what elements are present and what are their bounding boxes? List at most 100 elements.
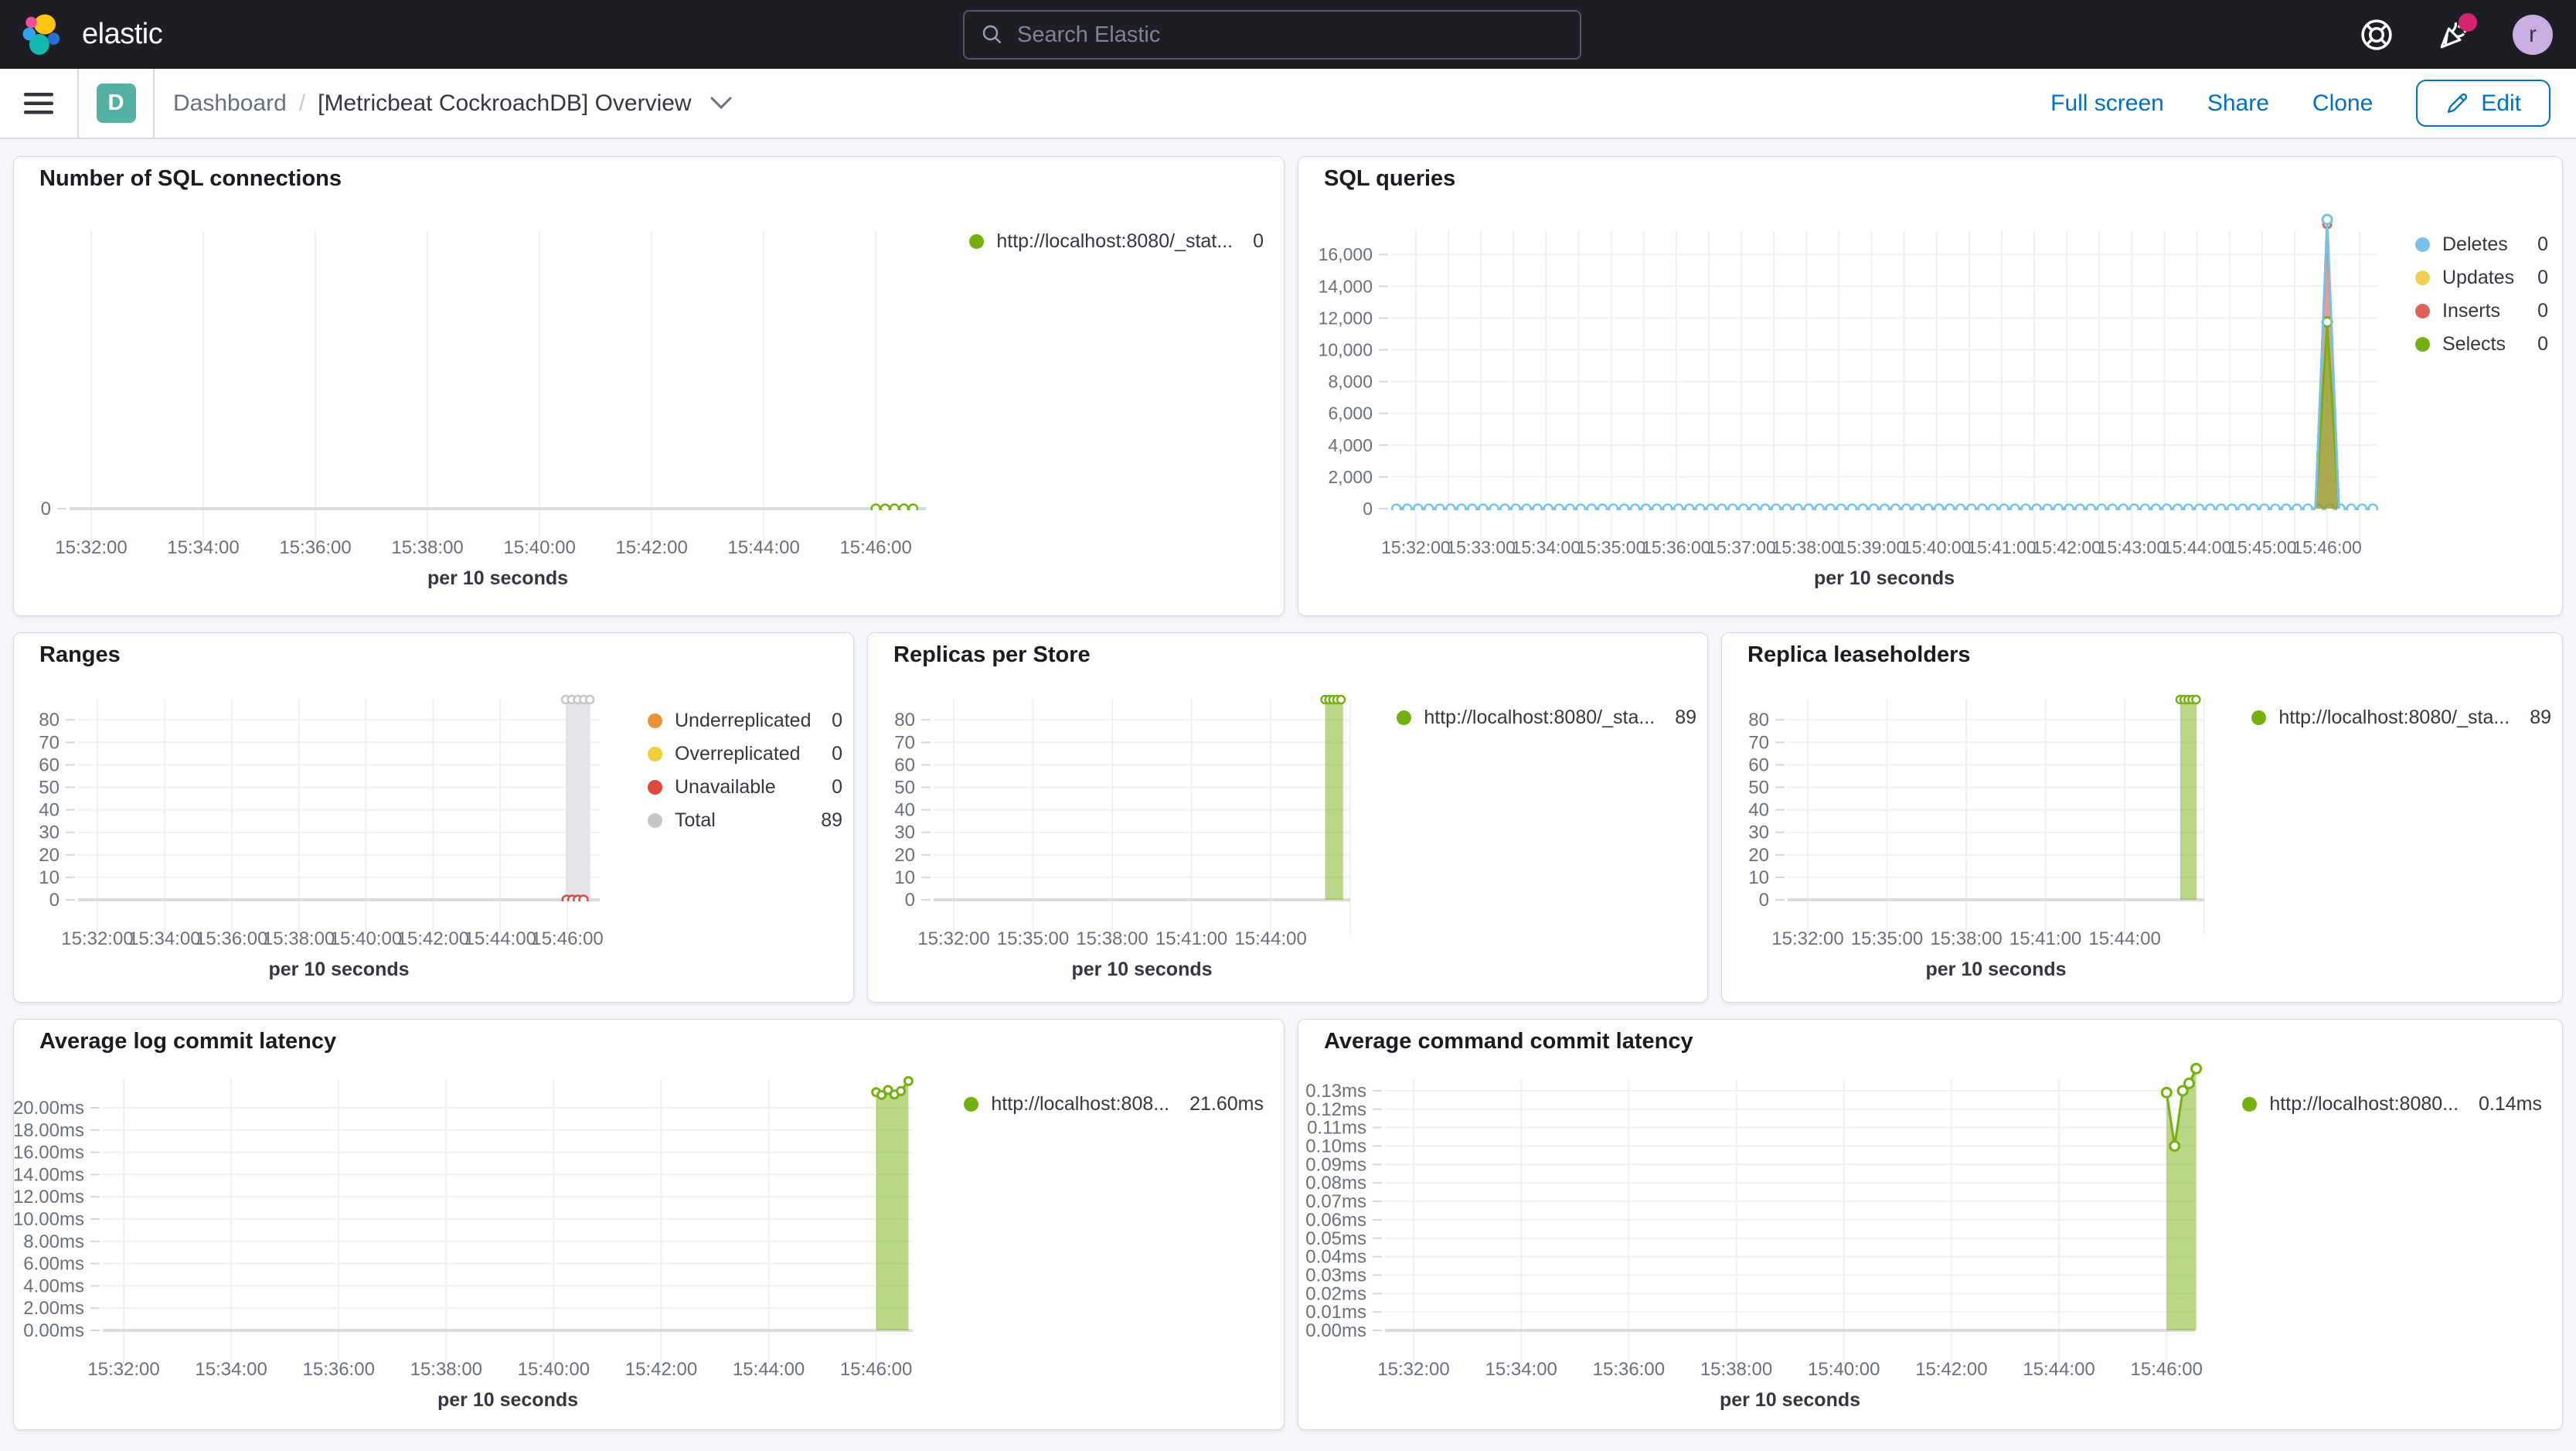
svg-text:15:38:00: 15:38:00: [263, 928, 335, 949]
legend-label: Underreplicated: [675, 710, 812, 731]
svg-text:20.00ms: 20.00ms: [14, 1098, 84, 1119]
svg-text:80: 80: [1748, 710, 1769, 731]
series-color-dot: [648, 780, 662, 795]
legend-value: 89: [821, 809, 842, 831]
svg-text:15:34:00: 15:34:00: [1485, 1359, 1557, 1380]
user-avatar[interactable]: r: [2513, 14, 2553, 55]
clone-button[interactable]: Clone: [2312, 90, 2374, 116]
breadcrumb-dashboard[interactable]: Dashboard: [173, 90, 287, 116]
panel-average-command-commit-latency: Average command commit latency 0.00ms 0.0…: [1298, 1019, 2563, 1430]
share-button[interactable]: Share: [2207, 90, 2269, 116]
toolbar-divider: [153, 69, 155, 138]
svg-text:8,000: 8,000: [1328, 372, 1373, 392]
svg-text:15:32:00: 15:32:00: [1377, 1359, 1449, 1380]
dashboard-grid: Number of SQL connections 0 15:32:00 15:34…: [0, 139, 2576, 1451]
series-color-dot: [648, 813, 662, 828]
elastic-logo[interactable]: elastic: [0, 12, 163, 57]
svg-text:15:36:00: 15:36:00: [1593, 1359, 1665, 1380]
legend-label: http://localhost:8080...: [2269, 1093, 2459, 1115]
legend-item[interactable]: http://localhost:808... 21.60ms: [964, 1088, 1264, 1121]
legend-item[interactable]: http://localhost:8080... 0.14ms: [2242, 1088, 2542, 1121]
svg-text:15:44:00: 15:44:00: [2163, 537, 2232, 557]
svg-text:15:44:00: 15:44:00: [1234, 928, 1306, 949]
svg-text:10.00ms: 10.00ms: [14, 1209, 84, 1230]
svg-text:16.00ms: 16.00ms: [14, 1143, 84, 1163]
legend-item[interactable]: http://localhost:8080/_sta... 89: [2251, 701, 2551, 734]
svg-text:15:38:00: 15:38:00: [1930, 928, 2002, 949]
title-menu-button[interactable]: [710, 97, 732, 110]
svg-text:15:36:00: 15:36:00: [196, 928, 267, 949]
svg-text:12.00ms: 12.00ms: [14, 1187, 84, 1207]
svg-text:16,000: 16,000: [1319, 244, 1373, 264]
chart-ranges[interactable]: 0102030405060708015:32:0015:34:0015:36:0…: [14, 633, 855, 1003]
svg-text:0.00ms: 0.00ms: [1305, 1320, 1366, 1341]
legend-item[interactable]: http://localhost:8080/_stat... 0: [969, 225, 1264, 258]
svg-text:15:40:00: 15:40:00: [330, 928, 402, 949]
news-button[interactable]: [2435, 12, 2477, 53]
edit-button[interactable]: Edit: [2416, 80, 2550, 127]
legend-value: 0: [2537, 267, 2548, 288]
svg-text:4,000: 4,000: [1328, 435, 1373, 455]
chart-sql-queries[interactable]: 0 2,000 4,000 6,000 8,000 10,000 12,000 14,000 1…: [1298, 157, 2564, 617]
svg-text:15:32:00: 15:32:00: [61, 928, 133, 949]
svg-text:50: 50: [894, 778, 915, 799]
edit-button-label: Edit: [2481, 90, 2521, 116]
svg-text:per 10 seconds: per 10 seconds: [427, 567, 568, 589]
svg-text:15:38:00: 15:38:00: [1772, 537, 1842, 557]
menu-button[interactable]: [0, 69, 77, 138]
search-input[interactable]: [1017, 22, 1564, 48]
svg-text:8.00ms: 8.00ms: [23, 1231, 84, 1252]
global-search[interactable]: [963, 10, 1581, 60]
svg-text:15:42:00: 15:42:00: [625, 1359, 697, 1380]
avatar-initial: r: [2529, 21, 2537, 47]
svg-text:12,000: 12,000: [1319, 308, 1373, 328]
legend-label: http://localhost:8080/_sta...: [2278, 707, 2510, 728]
legend-item[interactable]: http://localhost:8080/_sta... 89: [1397, 701, 1696, 734]
svg-text:per 10 seconds: per 10 seconds: [1925, 959, 2066, 980]
legend-value: 0: [2537, 233, 2548, 255]
legend-item[interactable]: Selects 0: [2415, 328, 2548, 361]
svg-text:2,000: 2,000: [1328, 467, 1373, 487]
legend-label: Inserts: [2442, 300, 2501, 322]
global-header: elastic: [0, 0, 2576, 69]
svg-text:0.08ms: 0.08ms: [1305, 1173, 1366, 1194]
legend-label: Deletes: [2442, 233, 2508, 255]
help-button[interactable]: [2358, 16, 2395, 53]
chart-average-command-commit-latency[interactable]: 0.00ms0.01ms0.02ms0.03ms0.04ms0.05ms0.06…: [1298, 1020, 2564, 1431]
svg-text:0.05ms: 0.05ms: [1305, 1228, 1366, 1249]
svg-text:15:46:00: 15:46:00: [840, 1359, 912, 1380]
svg-text:15:45:00: 15:45:00: [2227, 537, 2297, 557]
space-selector[interactable]: D: [79, 69, 153, 138]
svg-text:0.13ms: 0.13ms: [1305, 1081, 1366, 1102]
chart-number-of-sql-connections[interactable]: 015:32:00 15:34:00 15:36:00 15:38:00 15:40:0…: [14, 157, 1285, 617]
legend-item[interactable]: Inserts 0: [2415, 295, 2548, 328]
legend-item[interactable]: Unavailable 0: [648, 771, 842, 804]
svg-text:15:44:00: 15:44:00: [727, 537, 799, 558]
svg-text:50: 50: [1748, 778, 1769, 799]
svg-text:40: 40: [894, 800, 915, 821]
chart-average-log-commit-latency[interactable]: 0.00ms2.00ms4.00ms6.00ms8.00ms10.00ms12.…: [14, 1020, 1285, 1431]
panel-average-log-commit-latency: Average log commit latency 0.00ms 2.00ms 4…: [13, 1019, 1285, 1430]
svg-text:10,000: 10,000: [1319, 340, 1373, 360]
svg-text:per 10 seconds: per 10 seconds: [1720, 1389, 1860, 1411]
space-avatar: D: [96, 83, 136, 123]
svg-text:15:43:00: 15:43:00: [2098, 537, 2167, 557]
legend-label: http://localhost:8080/_stat...: [996, 230, 1234, 252]
legend-item[interactable]: Underreplicated 0: [648, 704, 842, 737]
legend-item[interactable]: Updates 0: [2415, 261, 2548, 295]
legend-value: 0: [832, 776, 842, 798]
svg-text:15:42:00: 15:42:00: [1915, 1359, 1987, 1380]
legend-item[interactable]: Overreplicated 0: [648, 737, 842, 771]
notification-badge: [2459, 12, 2477, 32]
series-color-dot: [648, 747, 662, 761]
svg-text:15:40:00: 15:40:00: [503, 537, 575, 558]
svg-text:15:44:00: 15:44:00: [2023, 1359, 2094, 1380]
full-screen-button[interactable]: Full screen: [2050, 90, 2164, 116]
panel-title: Replicas per Store: [893, 642, 1091, 667]
header-actions: r: [2358, 0, 2576, 69]
legend-item[interactable]: Deletes 0: [2415, 228, 2548, 261]
svg-text:15:35:00: 15:35:00: [1577, 537, 1646, 557]
legend-item[interactable]: Total 89: [648, 804, 842, 837]
